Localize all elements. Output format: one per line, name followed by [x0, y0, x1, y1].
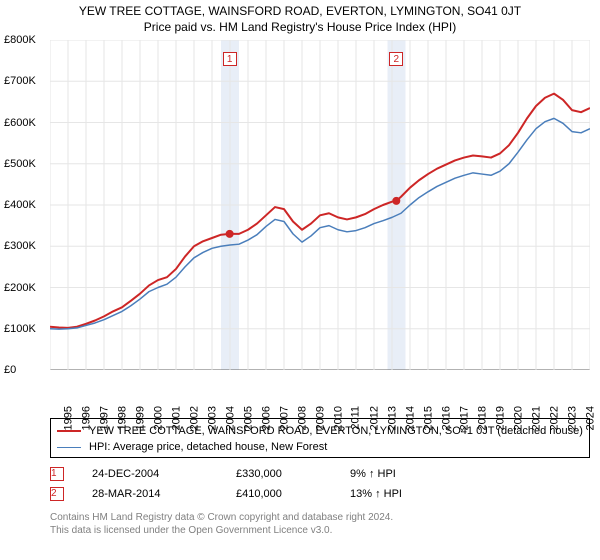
y-axis-tick-label: £0: [4, 364, 16, 376]
sale-marker-annotation: 2: [389, 52, 403, 66]
chart-plot: [50, 40, 590, 370]
legend-label: HPI: Average price, detached house, New …: [89, 441, 327, 453]
sale-date: 28-MAR-2014: [92, 488, 212, 500]
sale-price: £330,000: [236, 468, 326, 480]
legend-swatch: [57, 430, 81, 432]
y-axis-tick-label: £800K: [4, 34, 36, 46]
y-axis-tick-label: £700K: [4, 75, 36, 87]
sale-badge: 1: [50, 467, 64, 481]
y-axis-tick-label: £300K: [4, 240, 36, 252]
sale-vs-hpi: 13% ↑ HPI: [350, 488, 440, 500]
y-axis-tick-label: £600K: [4, 117, 36, 129]
sale-vs-hpi: 9% ↑ HPI: [350, 468, 440, 480]
sale-row: 1 24-DEC-2004 £330,000 9% ↑ HPI: [50, 464, 590, 484]
y-axis-tick-label: £200K: [4, 282, 36, 294]
sale-date: 24-DEC-2004: [92, 468, 212, 480]
sale-price: £410,000: [236, 488, 326, 500]
sale-row: 2 28-MAR-2014 £410,000 13% ↑ HPI: [50, 484, 590, 504]
footer-attribution: Contains HM Land Registry data © Crown c…: [50, 512, 590, 537]
legend-item-hpi: HPI: Average price, detached house, New …: [57, 439, 583, 455]
legend-swatch: [57, 447, 81, 448]
footer-line: Contains HM Land Registry data © Crown c…: [50, 512, 590, 525]
footer-line: This data is licensed under the Open Gov…: [50, 525, 590, 538]
legend-label: YEW TREE COTTAGE, WAINSFORD ROAD, EVERTO…: [89, 425, 583, 437]
sales-table: 1 24-DEC-2004 £330,000 9% ↑ HPI 2 28-MAR…: [50, 464, 590, 504]
sale-badge: 2: [50, 487, 64, 501]
chart-title: YEW TREE COTTAGE, WAINSFORD ROAD, EVERTO…: [0, 0, 600, 18]
sale-marker-annotation: 1: [223, 52, 237, 66]
chart-area: £0£100K£200K£300K£400K£500K£600K£700K£80…: [0, 40, 600, 410]
legend-item-property: YEW TREE COTTAGE, WAINSFORD ROAD, EVERTO…: [57, 423, 583, 439]
chart-subtitle: Price paid vs. HM Land Registry's House …: [0, 18, 600, 34]
y-axis-tick-label: £100K: [4, 323, 36, 335]
legend: YEW TREE COTTAGE, WAINSFORD ROAD, EVERTO…: [50, 418, 590, 458]
y-axis-tick-label: £400K: [4, 199, 36, 211]
y-axis-tick-label: £500K: [4, 158, 36, 170]
